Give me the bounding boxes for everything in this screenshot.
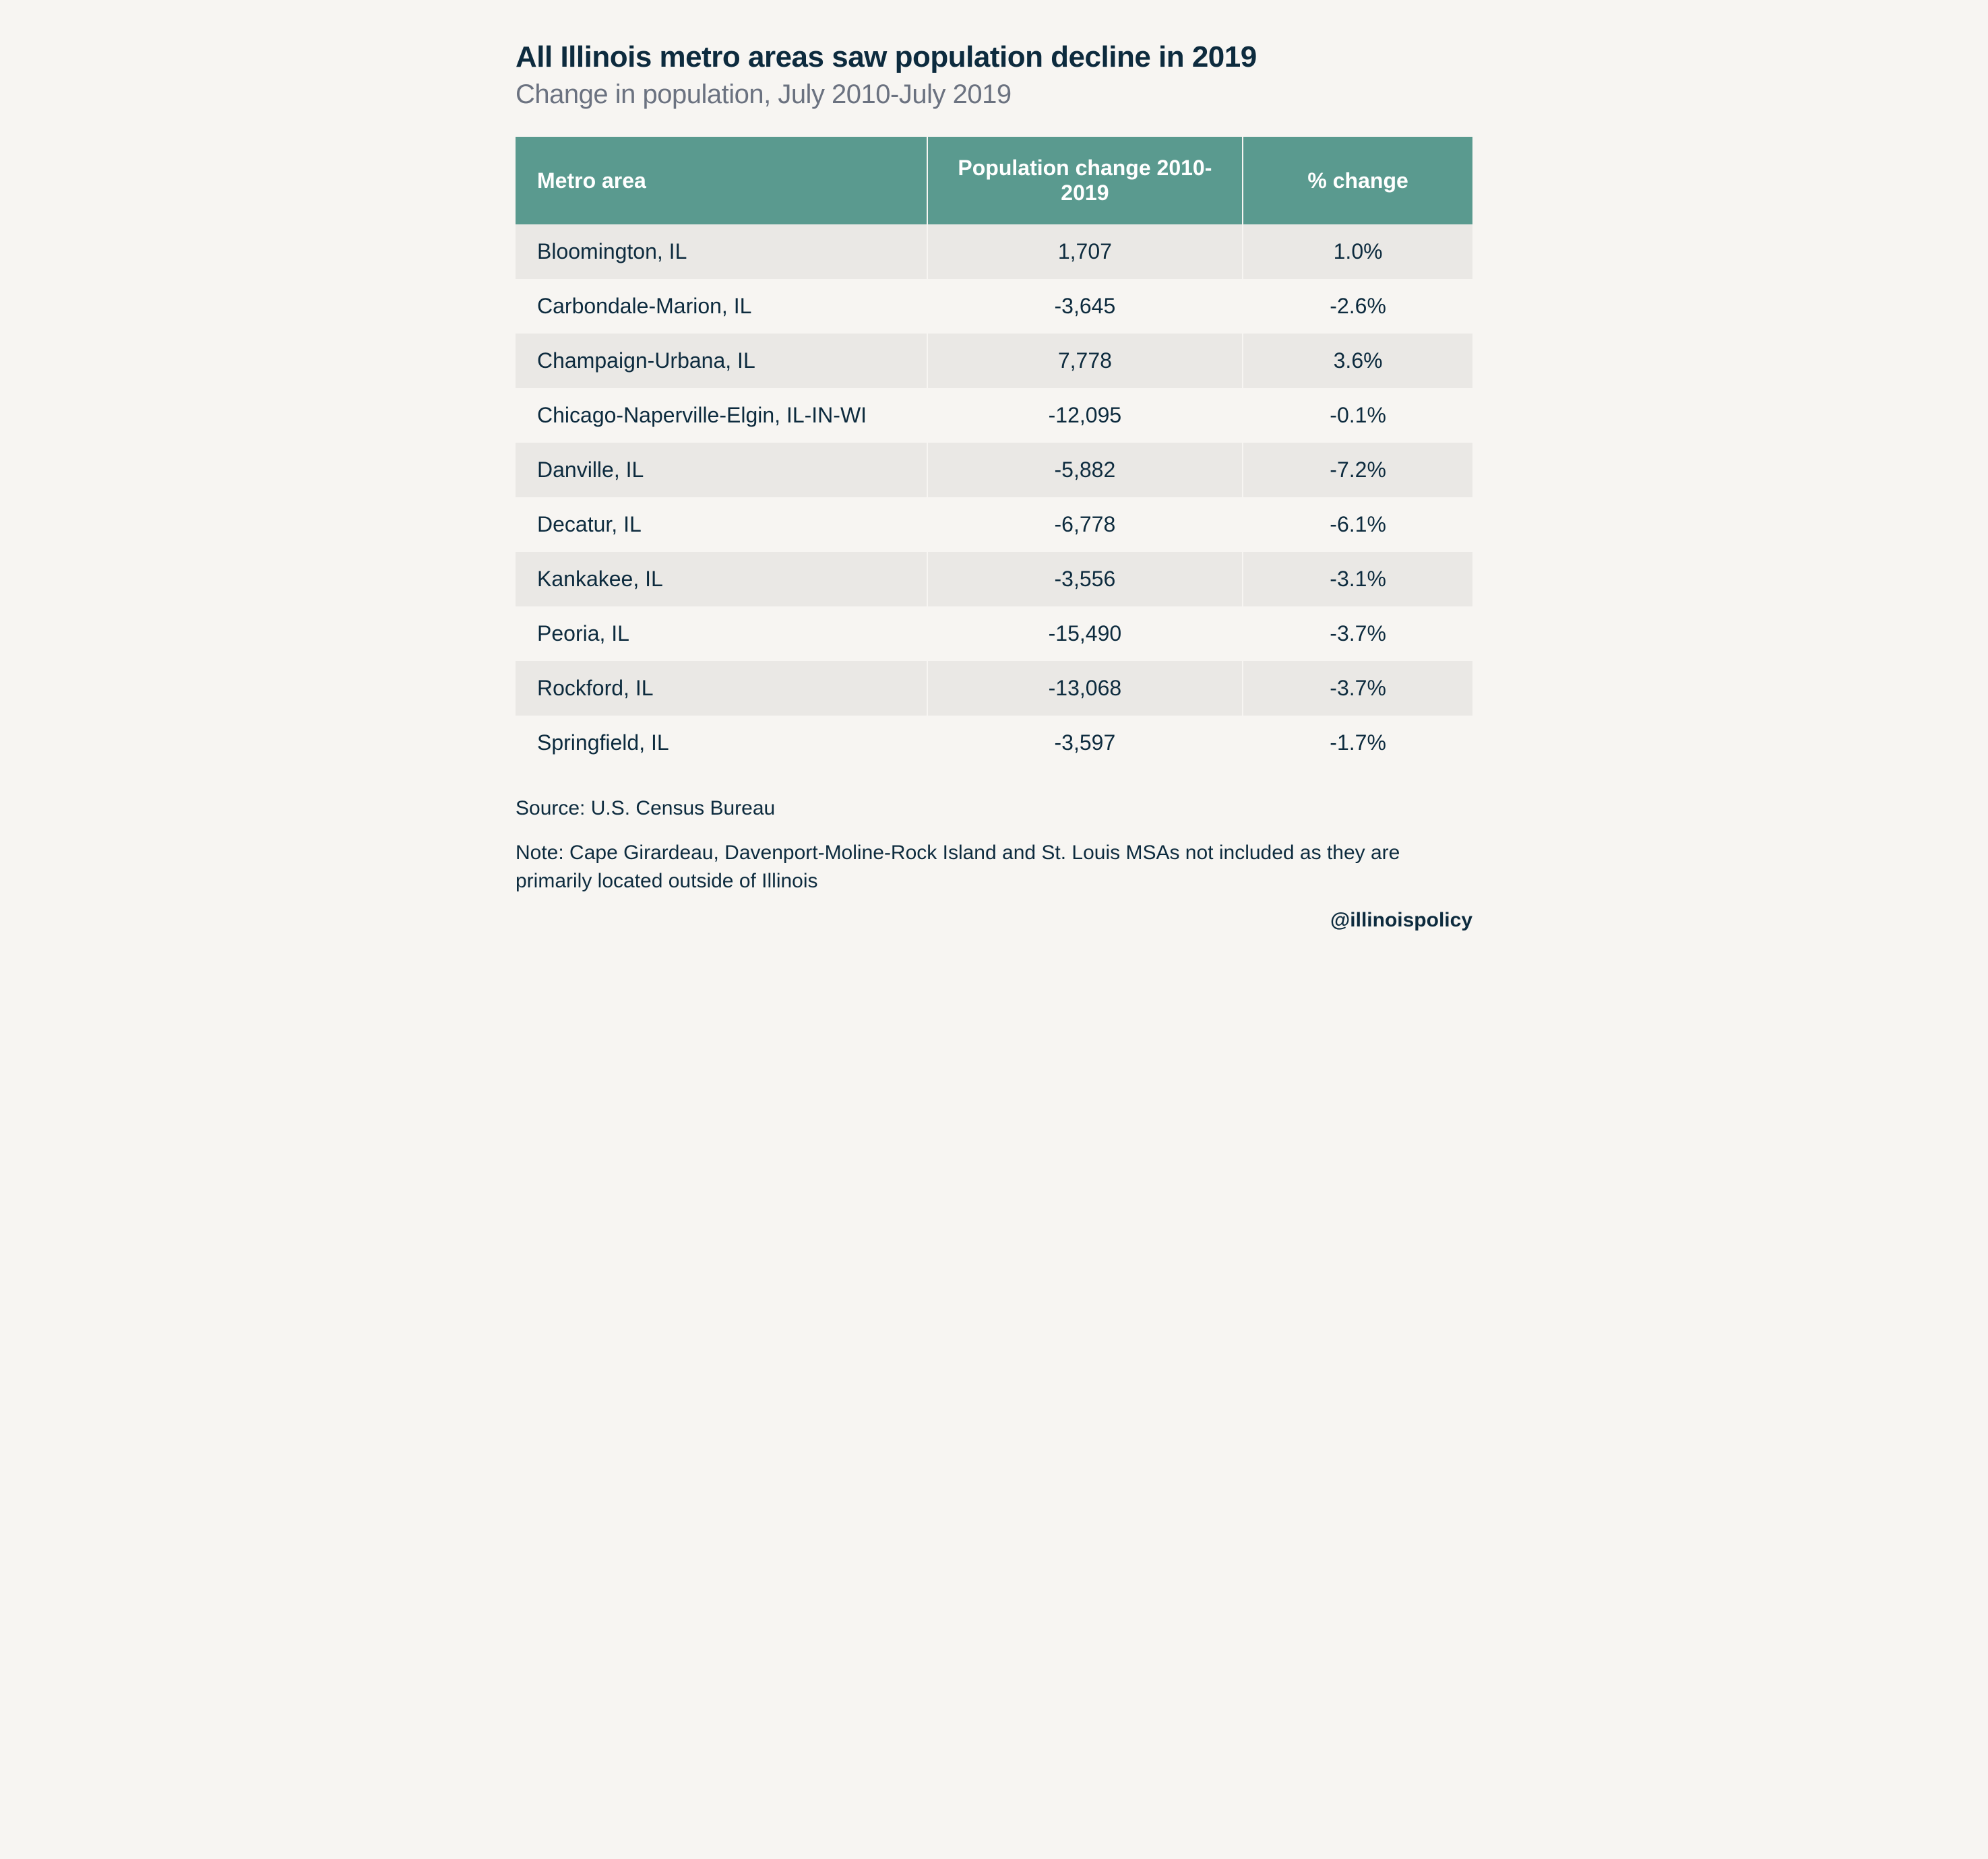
- attribution-text: @illinoispolicy: [516, 909, 1472, 932]
- cell-change: -15,490: [927, 606, 1243, 661]
- cell-pct: -2.6%: [1243, 279, 1472, 334]
- cell-metro: Peoria, IL: [516, 606, 927, 661]
- cell-change: -3,556: [927, 552, 1243, 606]
- table-row: Decatur, IL-6,778-6.1%: [516, 497, 1472, 552]
- cell-pct: -0.1%: [1243, 388, 1472, 443]
- cell-pct: -1.7%: [1243, 716, 1472, 770]
- cell-change: 7,778: [927, 334, 1243, 388]
- table-row: Carbondale-Marion, IL-3,645-2.6%: [516, 279, 1472, 334]
- note-text: Note: Cape Girardeau, Davenport-Moline-R…: [516, 839, 1472, 895]
- cell-metro: Kankakee, IL: [516, 552, 927, 606]
- table-row: Bloomington, IL1,7071.0%: [516, 224, 1472, 279]
- data-table: Metro area Population change 2010-2019 %…: [516, 137, 1472, 770]
- table-row: Peoria, IL-15,490-3.7%: [516, 606, 1472, 661]
- cell-pct: 3.6%: [1243, 334, 1472, 388]
- cell-pct: -3.7%: [1243, 661, 1472, 716]
- cell-metro: Chicago-Naperville-Elgin, IL-IN-WI: [516, 388, 927, 443]
- cell-pct: 1.0%: [1243, 224, 1472, 279]
- table-row: Kankakee, IL-3,556-3.1%: [516, 552, 1472, 606]
- table-row: Springfield, IL-3,597-1.7%: [516, 716, 1472, 770]
- cell-metro: Bloomington, IL: [516, 224, 927, 279]
- cell-change: 1,707: [927, 224, 1243, 279]
- col-header-pct: % change: [1243, 137, 1472, 224]
- table-row: Danville, IL-5,882-7.2%: [516, 443, 1472, 497]
- cell-change: -6,778: [927, 497, 1243, 552]
- chart-subtitle: Change in population, July 2010-July 201…: [516, 80, 1472, 110]
- table-body: Bloomington, IL1,7071.0%Carbondale-Mario…: [516, 224, 1472, 770]
- cell-metro: Carbondale-Marion, IL: [516, 279, 927, 334]
- cell-pct: -3.7%: [1243, 606, 1472, 661]
- table-header-row: Metro area Population change 2010-2019 %…: [516, 137, 1472, 224]
- cell-metro: Rockford, IL: [516, 661, 927, 716]
- cell-change: -3,597: [927, 716, 1243, 770]
- cell-metro: Springfield, IL: [516, 716, 927, 770]
- cell-pct: -6.1%: [1243, 497, 1472, 552]
- cell-metro: Champaign-Urbana, IL: [516, 334, 927, 388]
- table-row: Champaign-Urbana, IL7,7783.6%: [516, 334, 1472, 388]
- cell-metro: Danville, IL: [516, 443, 927, 497]
- cell-pct: -3.1%: [1243, 552, 1472, 606]
- cell-change: -13,068: [927, 661, 1243, 716]
- table-row: Rockford, IL-13,068-3.7%: [516, 661, 1472, 716]
- cell-metro: Decatur, IL: [516, 497, 927, 552]
- chart-container: All Illinois metro areas saw population …: [516, 40, 1472, 932]
- cell-change: -12,095: [927, 388, 1243, 443]
- cell-change: -5,882: [927, 443, 1243, 497]
- cell-pct: -7.2%: [1243, 443, 1472, 497]
- source-text: Source: U.S. Census Bureau: [516, 797, 1472, 820]
- col-header-metro: Metro area: [516, 137, 927, 224]
- chart-title: All Illinois metro areas saw population …: [516, 40, 1472, 74]
- col-header-change: Population change 2010-2019: [927, 137, 1243, 224]
- cell-change: -3,645: [927, 279, 1243, 334]
- table-row: Chicago-Naperville-Elgin, IL-IN-WI-12,09…: [516, 388, 1472, 443]
